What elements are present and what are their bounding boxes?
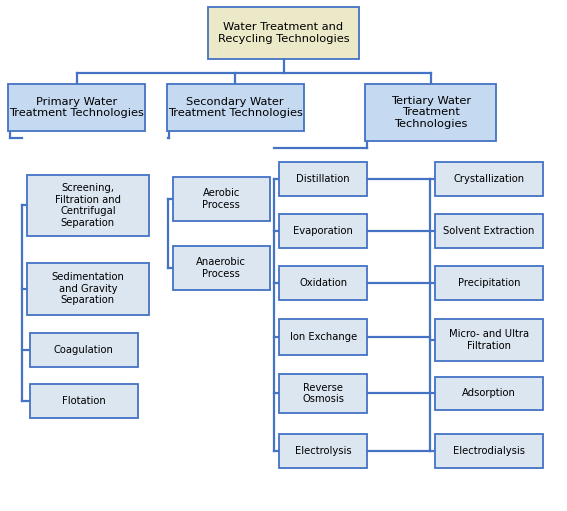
- Text: Screening,
Filtration and
Centrifugal
Separation: Screening, Filtration and Centrifugal Se…: [55, 183, 121, 228]
- Text: Solvent Extraction: Solvent Extraction: [443, 226, 535, 236]
- Text: Evaporation: Evaporation: [293, 226, 353, 236]
- FancyBboxPatch shape: [279, 319, 367, 356]
- FancyBboxPatch shape: [27, 263, 149, 314]
- FancyBboxPatch shape: [434, 162, 543, 196]
- FancyBboxPatch shape: [434, 266, 543, 300]
- Text: Electrodialysis: Electrodialysis: [453, 446, 524, 456]
- FancyBboxPatch shape: [279, 434, 367, 468]
- Text: Distillation: Distillation: [297, 174, 350, 184]
- Text: Crystallization: Crystallization: [453, 174, 524, 184]
- FancyBboxPatch shape: [27, 174, 149, 236]
- Text: Adsorption: Adsorption: [462, 388, 516, 399]
- Text: Flotation: Flotation: [62, 396, 106, 406]
- Text: Precipitation: Precipitation: [458, 278, 520, 288]
- FancyBboxPatch shape: [365, 84, 496, 141]
- Text: Water Treatment and
Recycling Technologies: Water Treatment and Recycling Technologi…: [218, 22, 349, 44]
- Text: Ion Exchange: Ion Exchange: [290, 332, 357, 342]
- Text: Electrolysis: Electrolysis: [295, 446, 352, 456]
- FancyBboxPatch shape: [279, 214, 367, 248]
- Text: Coagulation: Coagulation: [54, 345, 114, 355]
- Text: Micro- and Ultra
Filtration: Micro- and Ultra Filtration: [448, 329, 529, 351]
- Text: Sedimentation
and Gravity
Separation: Sedimentation and Gravity Separation: [52, 272, 124, 305]
- FancyBboxPatch shape: [167, 84, 304, 130]
- FancyBboxPatch shape: [29, 333, 138, 367]
- Text: Aerobic
Process: Aerobic Process: [202, 189, 240, 210]
- FancyBboxPatch shape: [172, 246, 270, 290]
- Text: Primary Water
Treatment Technologies: Primary Water Treatment Technologies: [9, 97, 144, 118]
- FancyBboxPatch shape: [279, 162, 367, 196]
- FancyBboxPatch shape: [434, 214, 543, 248]
- FancyBboxPatch shape: [434, 434, 543, 468]
- Text: Oxidation: Oxidation: [299, 278, 347, 288]
- FancyBboxPatch shape: [29, 384, 138, 418]
- Text: Reverse
Osmosis: Reverse Osmosis: [302, 383, 344, 404]
- FancyBboxPatch shape: [279, 374, 367, 413]
- FancyBboxPatch shape: [434, 319, 543, 360]
- Text: Secondary Water
Treatment Technologies: Secondary Water Treatment Technologies: [168, 97, 303, 118]
- Text: Anaerobic
Process: Anaerobic Process: [196, 258, 246, 279]
- FancyBboxPatch shape: [172, 177, 270, 221]
- FancyBboxPatch shape: [279, 266, 367, 300]
- FancyBboxPatch shape: [9, 84, 145, 130]
- Text: Tertiary Water
Treatment
Technologies: Tertiary Water Treatment Technologies: [391, 96, 471, 129]
- FancyBboxPatch shape: [434, 377, 543, 410]
- FancyBboxPatch shape: [208, 7, 359, 59]
